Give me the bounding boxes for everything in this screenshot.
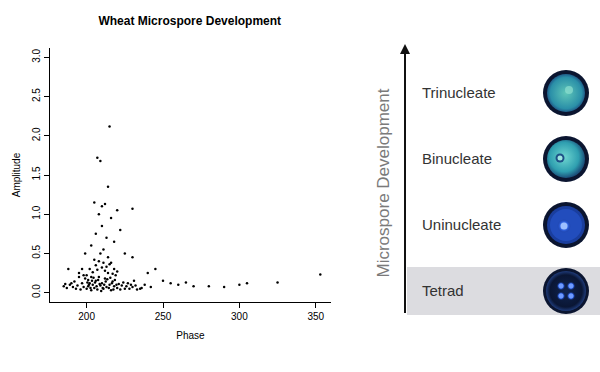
svg-text:Microspore Development: Microspore Development: [374, 88, 393, 277]
svg-text:1.5: 1.5: [31, 166, 42, 180]
svg-text:Amplitude: Amplitude: [11, 152, 22, 197]
svg-text:250: 250: [155, 311, 172, 322]
svg-text:350: 350: [307, 311, 324, 322]
svg-text:2.0: 2.0: [31, 127, 42, 141]
svg-text:Trinucleate: Trinucleate: [422, 84, 496, 101]
svg-text:Tetrad: Tetrad: [422, 282, 464, 299]
svg-text:3.0: 3.0: [31, 49, 42, 63]
svg-text:1.0: 1.0: [31, 205, 42, 219]
svg-text:Phase: Phase: [176, 330, 205, 341]
svg-text:300: 300: [231, 311, 248, 322]
svg-text:Wheat Microspore Development: Wheat Microspore Development: [98, 14, 281, 28]
svg-text:2.5: 2.5: [31, 88, 42, 102]
svg-text:Uninucleate: Uninucleate: [422, 216, 501, 233]
svg-text:0.0: 0.0: [31, 284, 42, 298]
svg-text:0.5: 0.5: [31, 245, 42, 259]
svg-text:Binucleate: Binucleate: [422, 150, 492, 167]
svg-text:200: 200: [78, 311, 95, 322]
